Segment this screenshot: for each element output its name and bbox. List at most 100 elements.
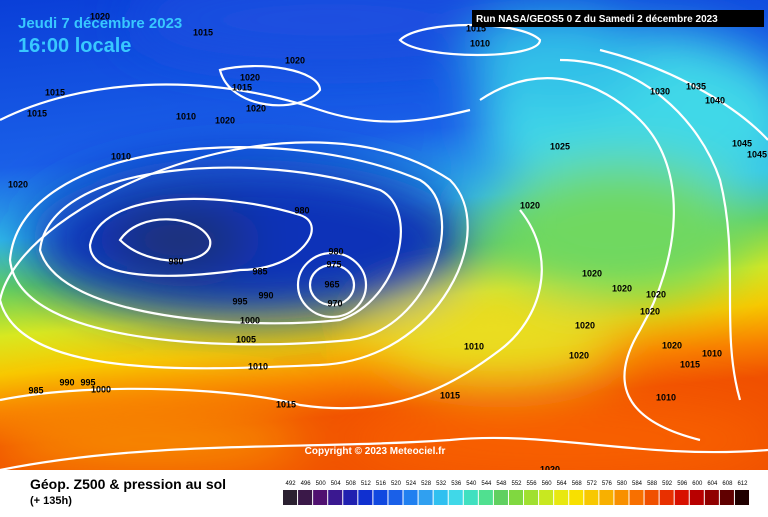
isobar-label: 1020 <box>240 72 260 82</box>
legend-value: 528 <box>421 481 432 487</box>
isobar-label: 1000 <box>91 384 111 394</box>
forecast-date: Jeudi 7 décembre 2023 <box>18 15 182 32</box>
isobars <box>0 23 768 472</box>
isobar-label: 995 <box>232 296 247 306</box>
legend-swatch <box>463 490 478 505</box>
isobar-label: 995 <box>80 377 95 387</box>
isobar-label: 1020 <box>640 306 660 316</box>
legend-value: 584 <box>632 481 643 487</box>
isobar-label: 1020 <box>582 268 602 278</box>
legend-value: 568 <box>572 481 583 487</box>
legend-swatch <box>358 490 373 505</box>
isobar-label: 1020 <box>569 350 589 360</box>
legend-swatch <box>418 490 433 505</box>
isobar-label: 1010 <box>702 348 722 358</box>
legend-value: 592 <box>662 481 673 487</box>
isobar-label: 1015 <box>45 87 65 97</box>
legend-value: 576 <box>602 481 613 487</box>
legend-value: 564 <box>557 481 568 487</box>
legend-value: 560 <box>542 481 553 487</box>
legend-swatch <box>403 490 418 505</box>
isobar-label: 1005 <box>236 334 256 344</box>
isobar-label: 1010 <box>470 38 490 48</box>
isobar-label: 985 <box>28 385 43 395</box>
legend-swatch <box>448 490 463 505</box>
legend-swatch <box>313 490 328 505</box>
isobar-label: 1010 <box>656 392 676 402</box>
legend-swatch <box>569 490 584 505</box>
isobar-label: 1015 <box>680 359 700 369</box>
isobar-label: 1020 <box>575 320 595 330</box>
legend-swatch <box>478 490 493 505</box>
isobar-label: 1015 <box>466 23 486 33</box>
legend-swatch <box>539 490 554 505</box>
legend-value: 604 <box>707 481 718 487</box>
legend-swatch <box>373 490 388 505</box>
isobar-label: 1000 <box>240 315 260 325</box>
legend-value: 580 <box>617 481 628 487</box>
legend-swatch <box>644 490 659 505</box>
isobar-label: 1010 <box>111 151 131 161</box>
legend-value: 500 <box>316 481 327 487</box>
legend-value: 612 <box>737 481 748 487</box>
isobar-label: 1020 <box>90 11 110 21</box>
legend-swatch <box>704 490 719 505</box>
legend-value: 512 <box>361 481 372 487</box>
isobar-label: 1015 <box>193 27 213 37</box>
isobar-label: 1010 <box>248 361 268 371</box>
legend-swatch <box>659 490 674 505</box>
legend-value: 608 <box>722 481 733 487</box>
legend-value: 596 <box>677 481 688 487</box>
color-legend: 492 496 500 504 508 512 516 520 524 528 532 536 540 5… <box>283 481 749 505</box>
isobar-label: 980 <box>294 205 309 215</box>
isobar-label: 1020 <box>662 340 682 350</box>
isobar-label: 1025 <box>550 141 570 151</box>
isobar-label: 1020 <box>540 464 560 474</box>
isobar-label: 990 <box>258 290 273 300</box>
legend-swatch <box>719 490 734 505</box>
run-banner <box>472 10 764 27</box>
legend-value: 524 <box>406 481 417 487</box>
isobar-label: 1040 <box>705 95 725 105</box>
legend-value: 600 <box>692 481 703 487</box>
isobar-label: 1020 <box>520 200 540 210</box>
isobar-label: 1020 <box>246 103 266 113</box>
isobar-label: 1020 <box>646 289 666 299</box>
isobar-label: 1045 <box>732 138 752 148</box>
legend-swatch <box>493 490 508 505</box>
legend-swatch <box>614 490 629 505</box>
legend-swatch <box>508 490 524 505</box>
isobar-label: 1010 <box>464 341 484 351</box>
legend-swatch <box>599 490 614 505</box>
legend-swatch <box>554 490 569 505</box>
legend-value: 520 <box>391 481 402 487</box>
legend-swatch <box>328 490 343 505</box>
isobar-label: 965 <box>324 279 339 289</box>
isobar-label: 1020 <box>285 55 305 65</box>
legend-value: 544 <box>481 481 492 487</box>
field-blobs <box>0 0 768 480</box>
isobar-label: 980 <box>328 246 343 256</box>
copyright: Copyright © 2023 Meteociel.fr <box>305 446 446 457</box>
legend-value: 548 <box>496 481 507 487</box>
legend-value: 588 <box>647 481 658 487</box>
legend-swatch <box>674 490 689 505</box>
isobar-label: 1020 <box>8 179 28 189</box>
isobar-label: 1030 <box>650 86 670 96</box>
isobar-label: 985 <box>252 266 267 276</box>
footer-title: Géop. Z500 & pression au sol <box>30 476 226 492</box>
isobar-label: 1015 <box>27 108 47 118</box>
isobar-label: 1035 <box>686 81 706 91</box>
isobar-label: 990 <box>59 377 74 387</box>
legend-value: 504 <box>331 481 342 487</box>
legend-swatch <box>734 490 749 505</box>
legend-value: 516 <box>376 481 387 487</box>
isobar-label: 1045 <box>747 149 767 159</box>
legend-value: 540 <box>466 481 477 487</box>
legend-value: 508 <box>346 481 357 487</box>
isobar-label: 975 <box>326 259 341 269</box>
forecast-time: 16:00 locale <box>18 35 131 57</box>
legend-swatch <box>388 490 403 505</box>
